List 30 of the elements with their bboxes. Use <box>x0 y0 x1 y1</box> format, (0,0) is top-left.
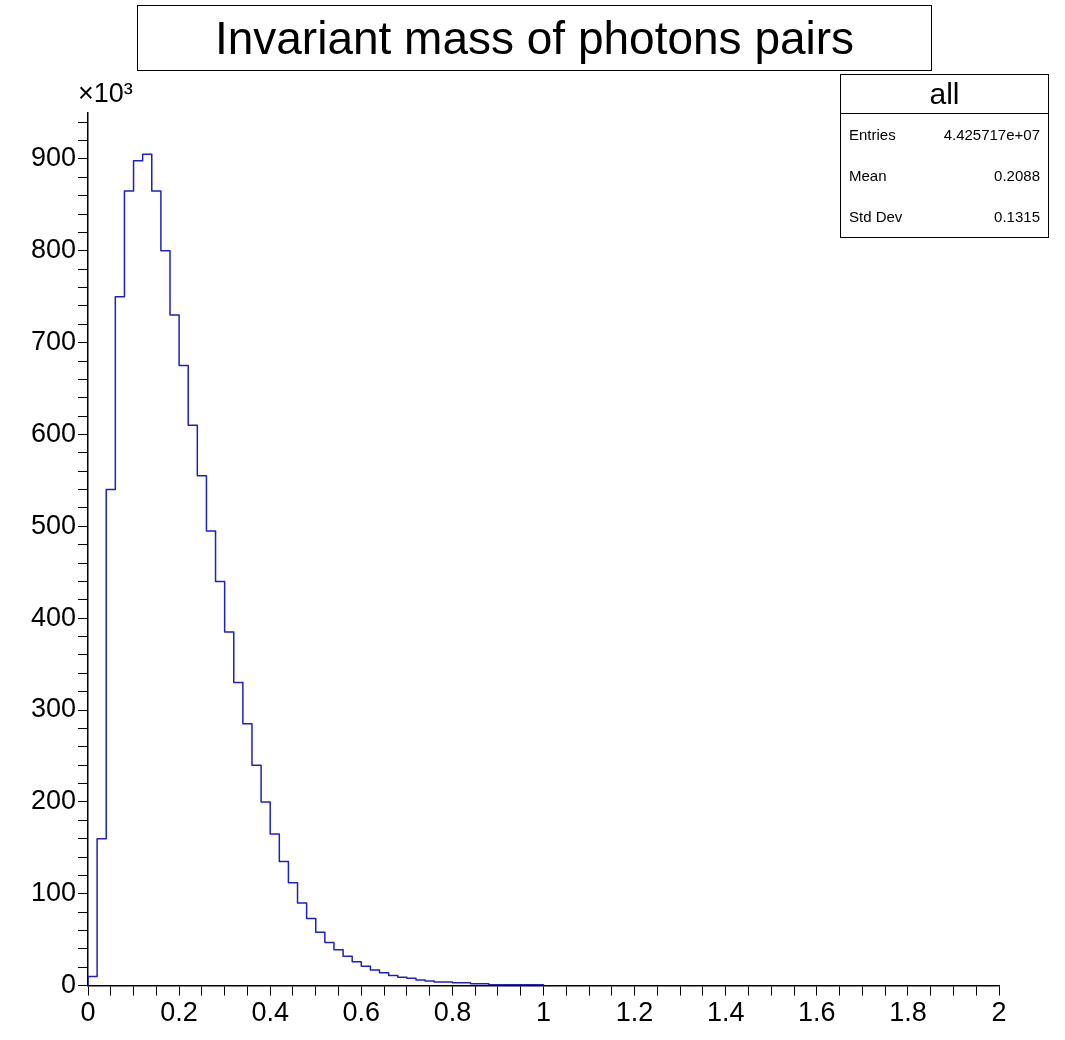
y-tick-label: 900 <box>30 142 76 173</box>
x-tick-label: 1 <box>535 997 552 1028</box>
x-tick-label: 1.2 <box>615 997 654 1028</box>
y-tick-label: 500 <box>30 509 76 540</box>
annotation: Std Dev <box>849 208 903 225</box>
y-tick-label: 400 <box>30 601 76 632</box>
x-tick-label: 0 <box>80 997 96 1028</box>
y-tick-label: 300 <box>30 693 76 724</box>
x-tick-label: 1.6 <box>798 997 836 1028</box>
annotation: 4.425717e+07 <box>943 126 1040 143</box>
x-tick-label: 2 <box>991 997 1007 1028</box>
x-tick-label: 1.8 <box>889 997 927 1028</box>
annotation: Mean <box>849 167 887 184</box>
y-axis-title: ×10³ <box>78 78 133 109</box>
y-tick-label: 100 <box>30 877 76 908</box>
y-tick-label: 200 <box>30 785 76 816</box>
annotation: 0.1315 <box>994 208 1040 225</box>
annotation: 0.2088 <box>994 167 1040 184</box>
annotation: Entries <box>849 126 896 143</box>
y-tick-label: 600 <box>30 417 76 448</box>
x-tick-label: 0.8 <box>433 997 472 1028</box>
x-tick-label: 1.4 <box>706 997 745 1028</box>
x-tick-label: 0.6 <box>342 997 381 1028</box>
y-tick-label: 800 <box>30 234 76 265</box>
text: all <box>841 75 1048 114</box>
x-tick-label: 0.4 <box>251 997 289 1028</box>
y-tick-label: 0 <box>60 969 76 1000</box>
y-tick-label: 700 <box>30 326 76 357</box>
chart-title: Invariant mass of photons pairs <box>137 5 932 71</box>
x-tick-label: 0.2 <box>160 997 198 1028</box>
